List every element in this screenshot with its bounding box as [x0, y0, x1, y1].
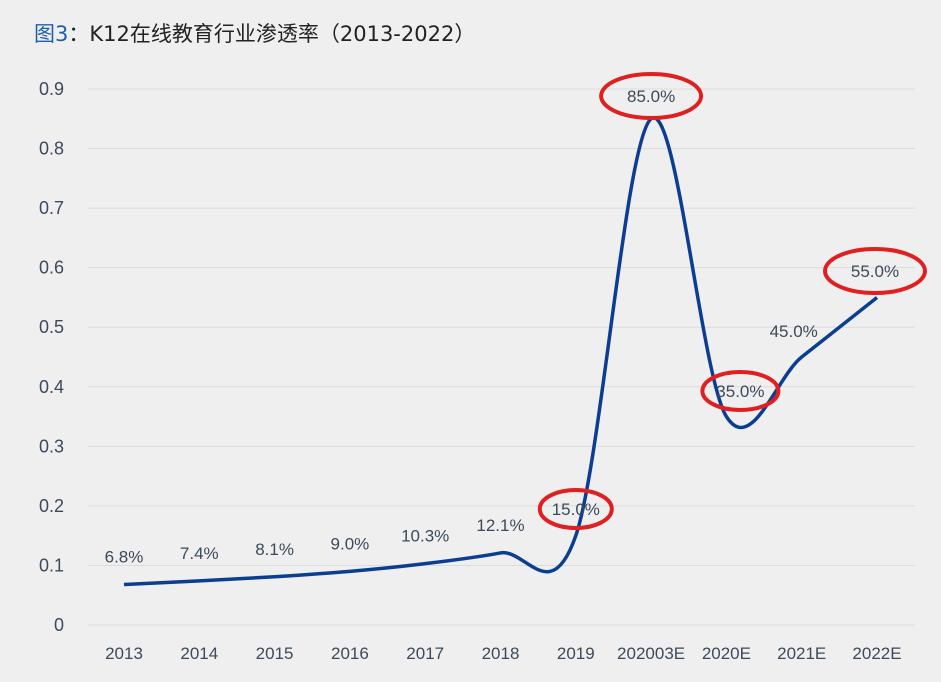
x-tick-label: 2016: [331, 644, 369, 663]
data-label: 10.3%: [401, 527, 449, 546]
chart-title: 图3：K12在线教育行业渗透率（2013-2022）: [34, 18, 475, 48]
x-tick-label: 2017: [406, 644, 444, 663]
data-label: 45.0%: [770, 322, 818, 341]
highlight-circle: [823, 247, 927, 295]
y-tick-label: 0.6: [39, 258, 64, 278]
data-line: [123, 116, 879, 587]
data-label: 85.0%: [627, 87, 675, 106]
data-label: 8.1%: [255, 540, 294, 559]
data-label: 35.0%: [716, 382, 764, 401]
x-tick-label: 2020E: [702, 644, 751, 663]
y-tick-label: 0.7: [39, 198, 64, 218]
x-tick-label: 2018: [482, 644, 520, 663]
x-tick-label: 2014: [180, 644, 218, 663]
x-tick-label: 2021E: [777, 644, 826, 663]
x-tick-label: 2022E: [852, 644, 901, 663]
y-tick-label: 0.8: [39, 139, 64, 159]
y-tick-label: 0: [54, 615, 64, 635]
y-tick-label: 0.1: [39, 555, 64, 575]
x-tick-label: 202003E: [617, 644, 685, 663]
data-label: 12.1%: [476, 516, 524, 535]
title-text: ：K12在线教育行业渗透率（2013-2022）: [68, 22, 476, 46]
data-label: 55.0%: [851, 262, 899, 281]
data-label: 7.4%: [180, 544, 219, 563]
x-tick-label: 2013: [105, 644, 143, 663]
highlight-circle: [700, 370, 781, 412]
y-tick-label: 0.2: [39, 496, 64, 516]
highlight-circle: [537, 488, 614, 530]
x-tick-label: 2019: [557, 644, 595, 663]
data-label: 15.0%: [552, 500, 600, 519]
y-tick-label: 0.4: [39, 377, 64, 397]
data-label: 6.8%: [105, 548, 144, 567]
highlight-circle: [599, 72, 704, 120]
y-tick-label: 0.9: [39, 79, 64, 99]
data-label: 9.0%: [331, 534, 370, 553]
y-tick-label: 0.5: [39, 317, 64, 337]
figure-number: 图3: [34, 22, 69, 46]
y-tick-label: 0.3: [39, 436, 64, 456]
x-tick-label: 2015: [256, 644, 294, 663]
